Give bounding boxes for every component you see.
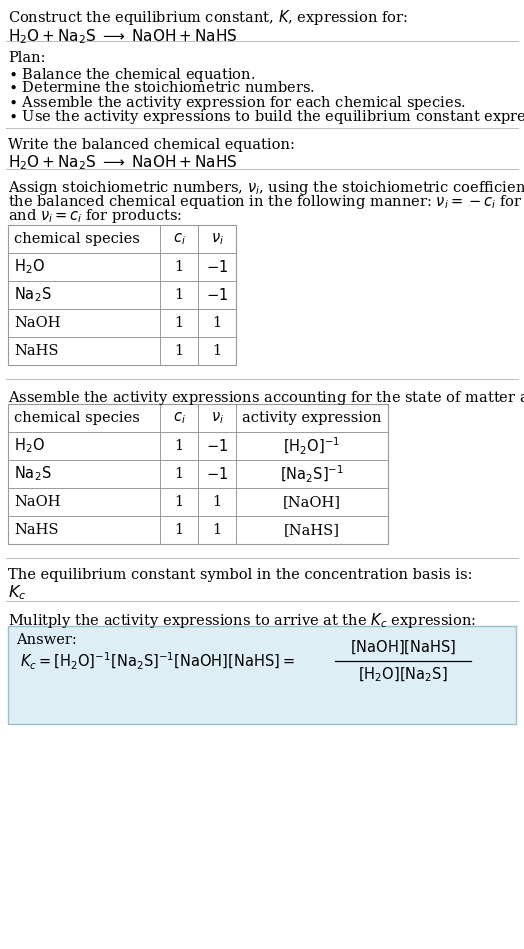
Text: Plan:: Plan:	[8, 51, 46, 65]
Text: activity expression: activity expression	[242, 411, 382, 425]
Bar	[8, 404, 388, 544]
Text: $\nu_i$: $\nu_i$	[211, 232, 223, 247]
Text: [NaOH]: [NaOH]	[283, 495, 341, 509]
Text: $-1$: $-1$	[206, 466, 228, 482]
Text: NaHS: NaHS	[14, 344, 59, 358]
Text: 1: 1	[174, 523, 183, 537]
Text: NaOH: NaOH	[14, 495, 60, 509]
Text: 1: 1	[174, 344, 183, 358]
Bar	[8, 225, 236, 365]
Text: $-1$: $-1$	[206, 438, 228, 454]
Text: $[\mathrm{NaOH}][\mathrm{NaHS}]$: $[\mathrm{NaOH}][\mathrm{NaHS}]$	[350, 639, 456, 656]
Text: the balanced chemical equation in the following manner: $\nu_i = -c_i$ for react: the balanced chemical equation in the fo…	[8, 193, 524, 211]
Bar	[8, 404, 388, 544]
Text: $\mathrm{H_2O + Na_2S \;\longrightarrow\; NaOH + NaHS}$: $\mathrm{H_2O + Na_2S \;\longrightarrow\…	[8, 153, 237, 172]
Text: chemical species: chemical species	[14, 232, 140, 246]
Text: $[\mathrm{H_2O}][\mathrm{Na_2S}]$: $[\mathrm{H_2O}][\mathrm{Na_2S}]$	[358, 666, 448, 684]
Text: 1: 1	[174, 439, 183, 453]
Text: $c_i$: $c_i$	[172, 410, 185, 426]
Text: 1: 1	[212, 523, 222, 537]
Text: $-1$: $-1$	[206, 287, 228, 303]
Text: $\mathrm{Na_2S}$: $\mathrm{Na_2S}$	[14, 465, 51, 483]
Text: Assign stoichiometric numbers, $\nu_i$, using the stoichiometric coefficients, $: Assign stoichiometric numbers, $\nu_i$, …	[8, 179, 524, 197]
Text: Assemble the activity expressions accounting for the state of matter and $\nu_i$: Assemble the activity expressions accoun…	[8, 389, 524, 407]
Text: $\mathrm{H_2O}$: $\mathrm{H_2O}$	[14, 257, 45, 276]
Text: $K_c = [\mathrm{H_2O}]^{-1}[\mathrm{Na_2S}]^{-1}[\mathrm{NaOH}][\mathrm{NaHS}] =: $K_c = [\mathrm{H_2O}]^{-1}[\mathrm{Na_2…	[20, 650, 294, 672]
Text: $\bullet$ Balance the chemical equation.: $\bullet$ Balance the chemical equation.	[8, 66, 255, 84]
Text: and $\nu_i = c_i$ for products:: and $\nu_i = c_i$ for products:	[8, 207, 182, 225]
Text: 1: 1	[212, 344, 222, 358]
Text: 1: 1	[174, 260, 183, 274]
Text: 1: 1	[174, 467, 183, 481]
Text: $K_c$: $K_c$	[8, 583, 26, 602]
Text: $[\mathrm{H_2O}]^{-1}$: $[\mathrm{H_2O}]^{-1}$	[283, 436, 341, 456]
Text: 1: 1	[174, 288, 183, 302]
Text: Answer:: Answer:	[16, 633, 77, 647]
Text: The equilibrium constant symbol in the concentration basis is:: The equilibrium constant symbol in the c…	[8, 568, 473, 582]
Bar	[8, 626, 516, 724]
Bar	[8, 225, 236, 365]
Text: $\bullet$ Use the activity expressions to build the equilibrium constant express: $\bullet$ Use the activity expressions t…	[8, 108, 524, 126]
Text: $\bullet$ Assemble the activity expression for each chemical species.: $\bullet$ Assemble the activity expressi…	[8, 94, 466, 112]
Text: 1: 1	[174, 495, 183, 509]
Text: Write the balanced chemical equation:: Write the balanced chemical equation:	[8, 138, 295, 152]
Text: $\nu_i$: $\nu_i$	[211, 410, 223, 426]
Text: NaOH: NaOH	[14, 316, 60, 330]
Text: 1: 1	[212, 316, 222, 330]
Text: 1: 1	[212, 495, 222, 509]
Text: $\mathrm{H_2O + Na_2S \;\longrightarrow\; NaOH + NaHS}$: $\mathrm{H_2O + Na_2S \;\longrightarrow\…	[8, 27, 237, 46]
Text: $-1$: $-1$	[206, 259, 228, 275]
Text: [NaHS]: [NaHS]	[284, 523, 340, 537]
Text: 1: 1	[174, 316, 183, 330]
Text: NaHS: NaHS	[14, 523, 59, 537]
Text: Mulitply the activity expressions to arrive at the $K_c$ expression:: Mulitply the activity expressions to arr…	[8, 611, 476, 630]
Text: $\bullet$ Determine the stoichiometric numbers.: $\bullet$ Determine the stoichiometric n…	[8, 80, 315, 95]
Text: $[\mathrm{Na_2S}]^{-1}$: $[\mathrm{Na_2S}]^{-1}$	[280, 463, 344, 485]
Text: $\mathrm{H_2O}$: $\mathrm{H_2O}$	[14, 437, 45, 456]
Text: $\mathrm{Na_2S}$: $\mathrm{Na_2S}$	[14, 286, 51, 305]
Text: chemical species: chemical species	[14, 411, 140, 425]
Text: Construct the equilibrium constant, $K$, expression for:: Construct the equilibrium constant, $K$,…	[8, 8, 408, 27]
Text: $c_i$: $c_i$	[172, 232, 185, 247]
